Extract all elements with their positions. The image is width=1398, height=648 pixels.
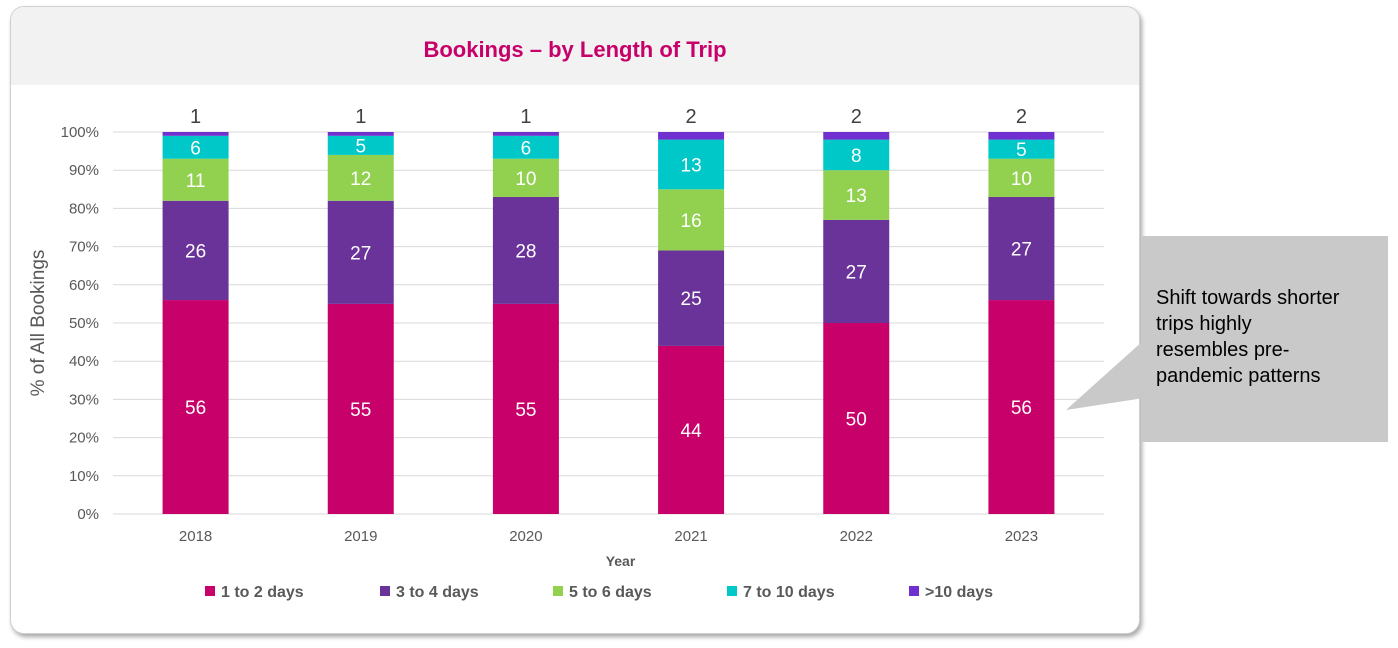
data-label: 2 [686, 106, 697, 128]
bar-segment [162, 300, 229, 514]
bar-segment [492, 135, 559, 159]
bar-segment [658, 132, 725, 140]
legend-swatch [205, 586, 215, 596]
data-label: 26 [185, 241, 206, 262]
bar-segment [658, 139, 725, 190]
y-tick-label: 80% [69, 200, 99, 217]
bar-segment [162, 135, 229, 159]
bar-segment [823, 139, 890, 171]
bar-segment [492, 158, 559, 197]
data-label: 10 [1011, 169, 1032, 190]
data-label: 27 [350, 243, 371, 264]
data-label: 11 [186, 171, 206, 192]
bar-segment [823, 170, 890, 220]
bar-segment [823, 219, 890, 323]
data-label: 13 [681, 155, 702, 176]
data-label: 1 [520, 106, 531, 128]
data-label: 28 [515, 241, 536, 262]
data-label: 55 [350, 400, 371, 421]
data-label: 12 [350, 169, 371, 190]
data-label: 27 [1011, 240, 1032, 261]
data-label: 6 [190, 138, 201, 159]
legend-label: 3 to 4 days [396, 584, 479, 601]
data-label: 6 [521, 138, 532, 159]
legend-label: >10 days [925, 584, 993, 601]
data-label: 5 [355, 136, 366, 157]
data-label: 8 [851, 146, 862, 167]
bar-segment [658, 345, 725, 514]
bar-segment [162, 132, 229, 136]
stacked-bar-chart: 0% 10% 20% 30% 40% 50% 60% 70% 80% 90% 100% % of Al… [28, 106, 1104, 601]
y-tick-label: 40% [69, 353, 99, 370]
data-label: 16 [681, 211, 702, 232]
bar-segment [492, 303, 559, 514]
data-label: 1 [190, 106, 201, 128]
y-tick-label: 60% [69, 277, 99, 294]
y-tick-label: 70% [69, 239, 99, 256]
y-tick-label: 30% [69, 391, 99, 408]
chart-title: Bookings – by Length of Trip [423, 37, 727, 62]
bar-segment [658, 189, 725, 251]
bar-segment [988, 132, 1055, 140]
bar-segment [658, 250, 725, 346]
x-tick-label: 2023 [1005, 528, 1038, 545]
bar-segment [327, 303, 394, 514]
callout-box [1142, 236, 1388, 442]
data-label: 50 [846, 410, 867, 431]
chart-header [11, 7, 1139, 85]
callout-pointer [1066, 340, 1144, 410]
bar-segment [988, 196, 1055, 301]
x-tick-label: 2021 [674, 528, 707, 545]
bar-segment [327, 154, 394, 201]
bar-segment [988, 158, 1055, 197]
data-label: 5 [1016, 140, 1027, 161]
bar-segment [327, 135, 394, 155]
data-label: 55 [515, 400, 536, 421]
x-tick-label: 2018 [179, 528, 212, 545]
legend-label: 1 to 2 days [221, 584, 304, 601]
bar-segment [162, 200, 229, 301]
bar-segment [162, 158, 229, 201]
bar-segment [988, 139, 1055, 159]
data-label: 56 [185, 398, 206, 419]
y-axis-label: % of All Bookings [28, 250, 49, 397]
data-label: 2 [1016, 106, 1027, 128]
data-label: 2 [851, 106, 862, 128]
data-label: 10 [515, 169, 536, 190]
legend-swatch [727, 586, 737, 596]
y-tick-label: 20% [69, 430, 99, 447]
data-label: 25 [681, 289, 702, 310]
legend-swatch [380, 586, 390, 596]
data-label: 1 [355, 106, 366, 128]
x-tick-label: 2022 [840, 528, 873, 545]
chart-card: Bookings – by Length of Trip 0% 10% 20% 30%… [10, 6, 1140, 634]
data-label: 27 [846, 262, 867, 283]
callout-text: Shift towards shorter trips highly resem… [1156, 287, 1340, 387]
y-tick-label: 50% [69, 315, 99, 332]
y-tick-label: 10% [69, 468, 99, 485]
legend-label: 7 to 10 days [743, 584, 835, 601]
y-tick-label: 90% [69, 162, 99, 179]
data-label: 13 [846, 186, 867, 207]
y-tick-label: 0% [77, 506, 99, 523]
bar-segment [988, 300, 1055, 514]
legend-swatch [909, 586, 919, 596]
bar-segment [823, 323, 890, 514]
x-tick-label: 2020 [509, 528, 542, 545]
y-tick-label: 100% [61, 124, 99, 141]
x-tick-label: 2019 [344, 528, 377, 545]
bar-segment [327, 132, 394, 136]
bar-segment [492, 196, 559, 304]
data-label: 44 [681, 421, 703, 442]
bar-segment [823, 132, 890, 140]
bar-segment [492, 132, 559, 136]
bar-segment [327, 200, 394, 304]
data-label: 56 [1011, 398, 1032, 419]
x-axis-label: Year [606, 553, 636, 569]
legend-label: 5 to 6 days [569, 584, 652, 601]
legend-swatch [553, 586, 563, 596]
